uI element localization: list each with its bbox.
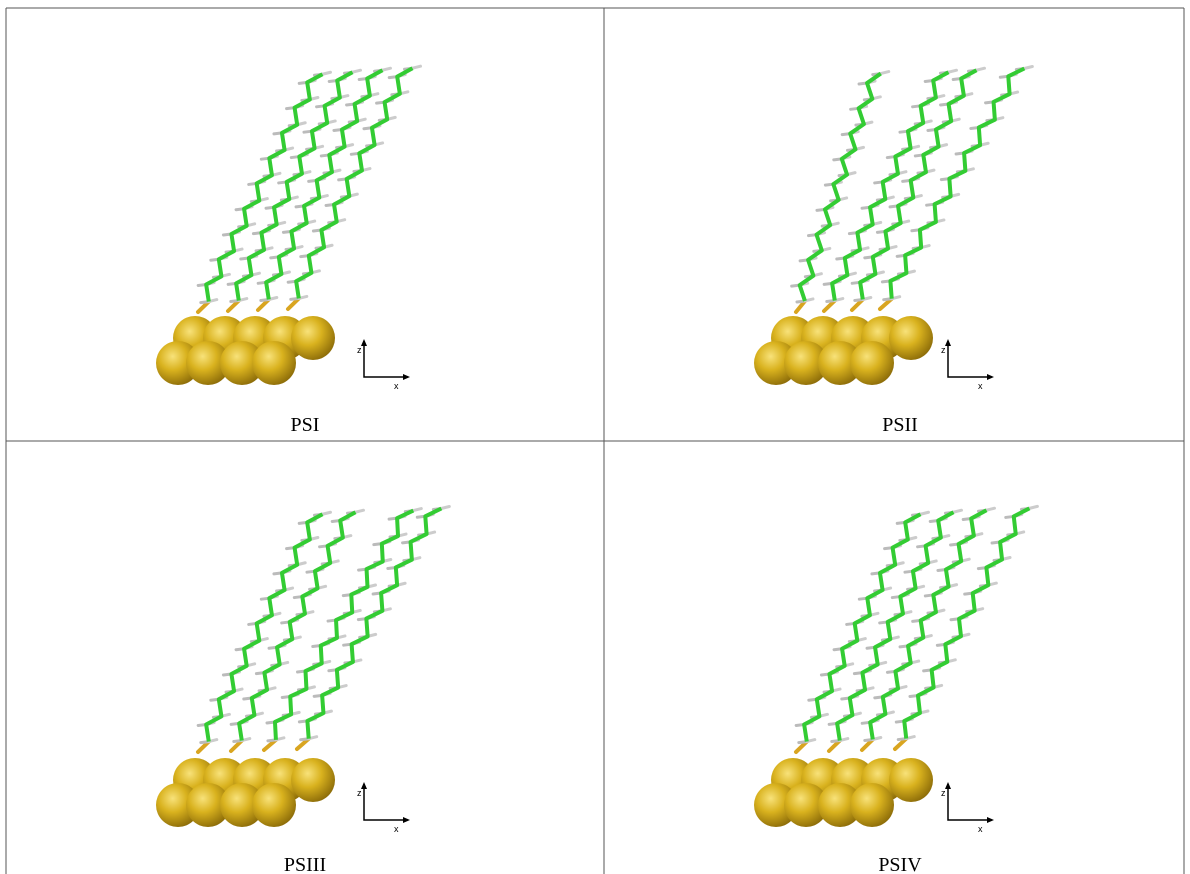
carbon-chain	[800, 74, 881, 301]
carbon-chain	[832, 72, 948, 300]
hydrogen	[986, 508, 994, 510]
carbon-chain	[804, 514, 920, 741]
axis-glyph	[364, 341, 408, 377]
hydrogen	[953, 510, 961, 512]
structure: z x PSIV	[754, 506, 1037, 874]
hydrogen	[382, 68, 390, 70]
structure: z x PSII	[754, 66, 1032, 436]
axis-label: z	[941, 345, 946, 355]
arrow-head	[361, 339, 410, 380]
panel-label: PSIV	[878, 854, 922, 874]
axis-label: x	[394, 824, 399, 834]
axis-label: x	[394, 381, 399, 391]
gold-atom	[291, 758, 335, 802]
panel-label: PSI	[291, 414, 320, 436]
axis-label: x	[978, 824, 983, 834]
gold-atom	[889, 316, 933, 360]
gold-atom	[291, 316, 335, 360]
gold-atom	[889, 758, 933, 802]
hydrogen	[948, 70, 956, 72]
hydrogen	[322, 512, 330, 514]
carbon-chain	[307, 508, 441, 738]
structure: z x PSI	[156, 66, 420, 436]
hydrogen	[413, 509, 421, 511]
axis-glyph	[948, 341, 992, 377]
hydrogen	[881, 72, 889, 74]
hydrogen	[322, 72, 330, 74]
axis-label: z	[357, 788, 362, 798]
arrow-head	[945, 782, 994, 823]
hydrogen	[920, 512, 928, 514]
hydrogen	[1029, 506, 1037, 508]
arrow-head	[361, 782, 410, 823]
axis-glyph	[364, 784, 408, 820]
panel-label: PSII	[882, 414, 918, 436]
axis-label: z	[357, 345, 362, 355]
axis-label: z	[941, 788, 946, 798]
panel-label: PSIII	[284, 854, 326, 874]
hydrogen	[976, 68, 984, 70]
hydrogen	[441, 506, 449, 508]
axis-glyph	[948, 784, 992, 820]
figure: z x PSI z x PSII z x PSIII z x PSIV	[0, 0, 1190, 874]
structure: z x PSIII	[156, 506, 449, 874]
table-lines	[6, 8, 1184, 874]
gold-atom	[252, 341, 296, 385]
hydrogen	[1024, 66, 1032, 68]
gold-atom	[252, 783, 296, 827]
hydrogen	[352, 70, 360, 72]
gold-atom	[850, 783, 894, 827]
hydrogen	[355, 510, 363, 512]
hydrogen	[412, 66, 420, 68]
gold-atom	[850, 341, 894, 385]
arrow-head	[945, 339, 994, 380]
carbon-chain	[206, 514, 322, 741]
axis-label: x	[978, 381, 983, 391]
carbon-chain	[206, 74, 322, 301]
